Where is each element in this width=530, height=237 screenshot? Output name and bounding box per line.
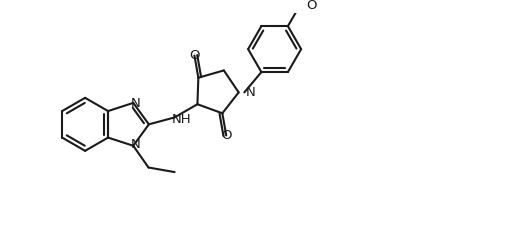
Text: N: N [245, 86, 255, 99]
Text: O: O [189, 49, 200, 62]
Text: NH: NH [172, 113, 192, 126]
Text: O: O [221, 129, 232, 142]
Text: O: O [306, 0, 316, 12]
Text: N: N [130, 97, 140, 110]
Text: N: N [131, 137, 141, 150]
